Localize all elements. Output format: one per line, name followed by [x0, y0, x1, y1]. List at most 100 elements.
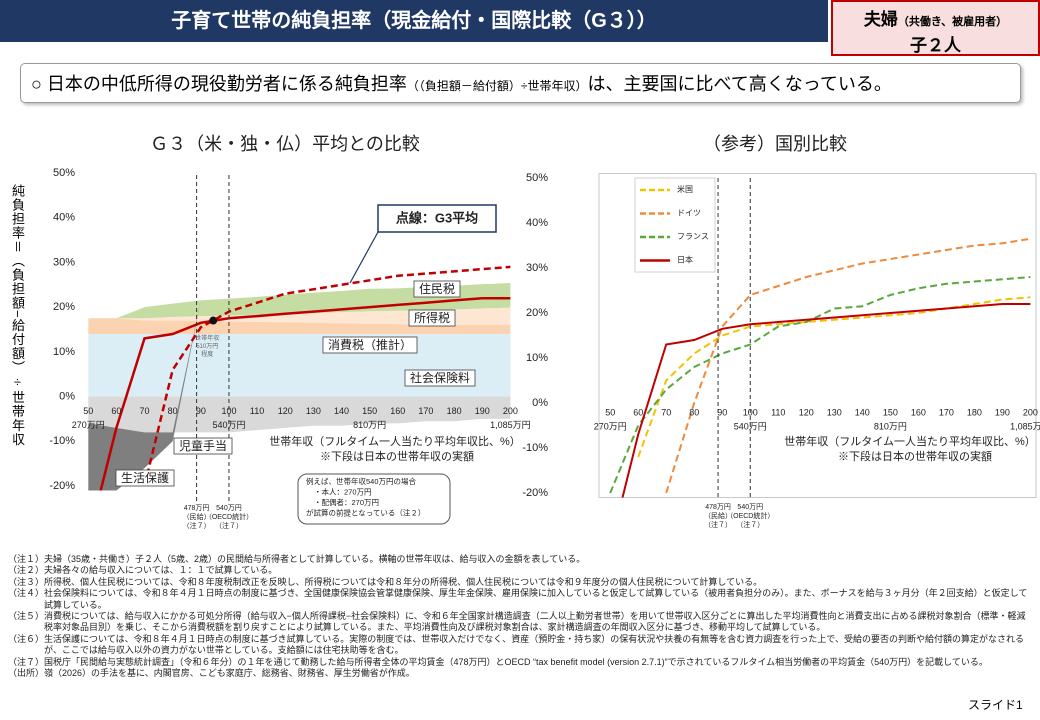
- series-line: [99, 296, 511, 491]
- x-tick-label: 150: [362, 406, 377, 416]
- note-label: （注５）: [8, 611, 45, 622]
- example-box: [297, 473, 451, 525]
- series-label: 児童手当: [179, 438, 227, 453]
- series-label: 社会保険料: [410, 370, 470, 385]
- y-tick-label: -20%: [49, 480, 75, 492]
- label-box: [322, 336, 418, 354]
- legend-label: ドイツ: [677, 209, 701, 218]
- x-tick-label: 90: [717, 407, 727, 417]
- x-tick-label: 200: [503, 406, 518, 416]
- x-tick-label: 90: [196, 406, 206, 416]
- callout-pointer: [349, 231, 379, 284]
- reference-label: 540万円: [737, 503, 763, 511]
- y-tick-label: 50%: [53, 167, 75, 179]
- callout-box: [377, 204, 497, 233]
- note-text: 夫婦（35歳・共働き）子２人（5歳、2歳）の民間給与所得者として計算している。横…: [44, 554, 586, 564]
- x2-tick-label: 540万円: [212, 420, 245, 430]
- x-tick-label: 150: [883, 407, 898, 417]
- series-label: 所得税: [414, 310, 450, 325]
- y-tick-label: 20%: [53, 301, 75, 313]
- x-tick-label: 160: [390, 406, 405, 416]
- label-box: [115, 469, 175, 487]
- area: [88, 318, 511, 334]
- header-title: 子育て世帯の純負担率（現金給付・国際比較（G３））: [0, 0, 828, 42]
- summary-text: は、主要国に比べて高くなっている。: [587, 74, 892, 94]
- y-tick-label: 40%: [526, 217, 548, 229]
- marker: [209, 316, 218, 325]
- summary: ○ 日本の中低所得の現役勤労者に係る純負担率（（負担額－給付額）÷世帯年収）は、…: [20, 63, 1021, 103]
- plot-border: [598, 173, 1037, 498]
- example-text: 例えば、世帯年収540万円の場合: [306, 476, 417, 486]
- y-tick-label: 10%: [526, 352, 548, 364]
- example-text: ・配偶者：270万円: [314, 497, 379, 507]
- x-tick-label: 200: [1023, 407, 1038, 417]
- x-tick-label: 180: [447, 406, 462, 416]
- badge-children: 子２人: [910, 36, 961, 55]
- note: （注１） 夫婦（35歳・共働き）子２人（5歳、2歳）の民間給与所得者として計算して…: [8, 554, 1033, 565]
- y-tick-label: 30%: [53, 256, 75, 268]
- series-line: [665, 237, 1031, 494]
- area: [88, 283, 511, 319]
- note-label: （注１）: [8, 554, 45, 564]
- x-axis-note: ※下段は日本の世帯年収の実額: [320, 449, 474, 463]
- area: [88, 334, 511, 397]
- area: [88, 283, 511, 491]
- label-box: [408, 309, 456, 327]
- x-tick-label: 80: [168, 406, 178, 416]
- x2-tick-label: 810万円: [353, 420, 386, 430]
- y-tick-label: 40%: [53, 212, 75, 224]
- note: （注５） 消費税については、給与収入にかかる可処分所得（給与収入−個人所得課税−社…: [8, 611, 1033, 634]
- note: （出所） 嶺（2026）の手法を基に、内閣官房、こども家庭庁、総務省、財務省、厚生…: [8, 668, 1033, 679]
- x-tick-label: 110: [771, 407, 785, 417]
- note-text: 嶺（2026）の手法を基に、内閣官房、こども家庭庁、総務省、財務省、厚生労働省が…: [44, 668, 415, 679]
- x-tick-label: 50: [83, 406, 93, 416]
- label-box: [404, 369, 476, 387]
- x2-tick-label: 1,085万円: [490, 420, 531, 430]
- reference-label: 478万円: [705, 503, 731, 511]
- x-tick-label: 70: [661, 407, 671, 417]
- example-text: が試算の前提となっている（注２）: [306, 507, 425, 517]
- label-box: [173, 437, 233, 455]
- chart-title: Ｇ３（米・独・仏）平均との比較: [150, 134, 420, 154]
- area: [88, 396, 511, 433]
- reference-label: （OECD統計）: [726, 511, 774, 520]
- x-tick-label: 110: [250, 406, 264, 416]
- series-label: 生活保護: [121, 470, 169, 485]
- note-label: （注７）: [8, 656, 45, 667]
- slide-number: スライド1: [968, 698, 1023, 712]
- series-label: 住民税: [419, 282, 455, 296]
- x-tick-label: 170: [939, 407, 954, 417]
- note-label: （注３）: [8, 576, 45, 587]
- legend-label: 米国: [677, 184, 693, 194]
- x-tick-label: 50: [605, 407, 615, 417]
- x2-tick-label: 270万円: [72, 420, 105, 430]
- x-axis-note: ※下段は日本の世帯年収の実額: [838, 449, 992, 463]
- note-text: 国税庁「民間給与実態統計調査」（令和６年分）の１年を通じて勤務した給与所得者全体…: [44, 656, 988, 667]
- note-text: 所得税、個人住民税については、令和８年度税制改正を反映し、所得税については令和８…: [44, 576, 763, 587]
- marker-label: 程度: [201, 350, 213, 358]
- reference-label: （注７）: [704, 520, 732, 529]
- x-tick-label: 80: [689, 407, 699, 417]
- x-tick-label: 70: [140, 406, 150, 416]
- y-tick-label: 30%: [526, 262, 548, 274]
- reference-label: （注７）: [183, 521, 211, 530]
- label-box: [413, 280, 461, 298]
- badge-line: 夫婦（共働き、被雇用者）: [833, 5, 1038, 30]
- x2-tick-label: 810万円: [874, 421, 907, 431]
- x-tick-label: 160: [911, 407, 926, 417]
- note: （注２） 夫婦各々の給与収入については、１：１で試算している。: [8, 565, 1033, 576]
- note-label: （注２）: [8, 565, 45, 576]
- x-axis-title: 世帯年収（フルタイム一人当たり平均年収比、%）: [269, 434, 521, 448]
- series-line: [609, 276, 1031, 494]
- note: （注４） 社会保険料については、令和８年４月１日時点の制度に基づき、全国健康保険協…: [8, 588, 1033, 611]
- x-tick-label: 140: [334, 406, 349, 416]
- y-tick-label: -10%: [49, 435, 75, 447]
- note-text: 社会保険料については、令和８年４月１日時点の制度に基づき、全国健康保険協会管掌健…: [44, 588, 1028, 610]
- chart-title: （参考）国別比較: [703, 134, 847, 154]
- legend-label: フランス: [677, 232, 709, 241]
- badge-main: 夫婦: [863, 10, 898, 29]
- marker-label: 世帯年収: [195, 334, 219, 342]
- x-tick-label: 100: [221, 406, 236, 416]
- x-tick-label: 190: [995, 407, 1010, 417]
